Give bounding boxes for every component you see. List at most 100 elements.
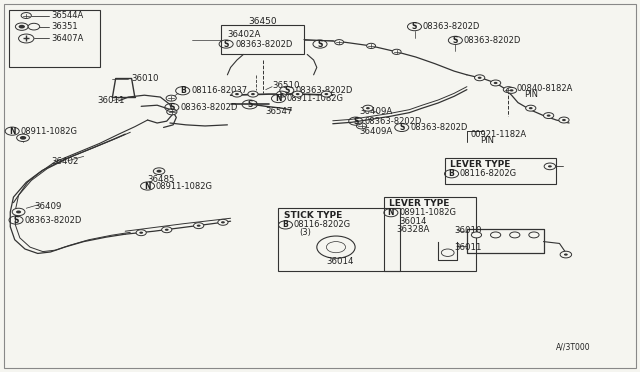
Circle shape — [477, 77, 481, 79]
Circle shape — [564, 253, 568, 256]
Circle shape — [196, 225, 200, 227]
Text: (3): (3) — [299, 228, 311, 237]
Circle shape — [529, 232, 539, 238]
Text: S: S — [284, 86, 289, 95]
Bar — [278, 208, 400, 271]
Text: 08911-1082G: 08911-1082G — [287, 94, 344, 103]
Text: A//3T000: A//3T000 — [556, 343, 591, 352]
Text: 36014: 36014 — [326, 257, 354, 266]
Text: 08363-8202D: 08363-8202D — [295, 86, 353, 95]
Text: 36450: 36450 — [248, 17, 277, 26]
Circle shape — [509, 232, 520, 238]
Circle shape — [296, 93, 300, 95]
Text: 36010: 36010 — [454, 226, 482, 235]
Circle shape — [366, 107, 370, 109]
Text: 36510: 36510 — [272, 81, 300, 90]
Text: 36409: 36409 — [34, 202, 61, 211]
Text: 08363-8202D: 08363-8202D — [464, 36, 521, 45]
Circle shape — [442, 249, 454, 256]
Circle shape — [544, 163, 556, 170]
Circle shape — [356, 123, 367, 129]
Circle shape — [363, 105, 373, 111]
Circle shape — [16, 211, 21, 214]
Text: N: N — [9, 126, 15, 136]
Text: S: S — [399, 123, 404, 132]
Circle shape — [19, 34, 34, 43]
Circle shape — [490, 232, 500, 238]
Circle shape — [154, 168, 165, 174]
Text: S: S — [169, 103, 175, 112]
Text: S: S — [412, 22, 417, 31]
Circle shape — [248, 91, 258, 97]
Text: B: B — [449, 169, 454, 178]
Text: 08116-8202G: 08116-8202G — [460, 169, 517, 178]
Circle shape — [335, 39, 344, 45]
Text: 36328A: 36328A — [397, 225, 430, 234]
Text: 36402A: 36402A — [227, 30, 260, 39]
Circle shape — [392, 49, 401, 54]
Circle shape — [560, 251, 572, 258]
Text: 08911-1082G: 08911-1082G — [20, 126, 77, 136]
Bar — [445, 158, 556, 184]
Circle shape — [218, 219, 228, 225]
Circle shape — [559, 117, 569, 123]
Circle shape — [165, 229, 169, 231]
Text: 36485: 36485 — [148, 175, 175, 184]
Text: 08911-1082G: 08911-1082G — [399, 208, 456, 217]
Text: N: N — [388, 208, 394, 217]
Circle shape — [317, 236, 355, 258]
Text: 00921-1182A: 00921-1182A — [470, 130, 526, 140]
Bar — [221, 25, 304, 54]
Circle shape — [232, 91, 242, 97]
Text: 08116-8202G: 08116-8202G — [294, 221, 351, 230]
Circle shape — [276, 91, 287, 97]
Circle shape — [20, 136, 26, 140]
Circle shape — [503, 87, 513, 93]
Text: B: B — [283, 221, 289, 230]
Text: 00840-8182A: 00840-8182A — [516, 84, 573, 93]
Circle shape — [162, 227, 172, 233]
Circle shape — [506, 87, 516, 93]
Circle shape — [251, 93, 255, 95]
Text: PIN: PIN — [524, 90, 538, 99]
Text: 36010: 36010 — [132, 74, 159, 83]
Text: 08911-1082G: 08911-1082G — [156, 182, 213, 190]
Text: 08363-8202D: 08363-8202D — [410, 123, 467, 132]
Circle shape — [19, 25, 25, 29]
Circle shape — [474, 75, 484, 81]
Text: N: N — [145, 182, 151, 190]
Circle shape — [525, 105, 536, 111]
Circle shape — [548, 165, 552, 167]
Circle shape — [15, 23, 28, 31]
Text: B: B — [180, 86, 186, 95]
Bar — [384, 197, 476, 271]
Text: 08363-8202D: 08363-8202D — [24, 216, 82, 225]
Circle shape — [193, 223, 204, 229]
Circle shape — [490, 80, 500, 86]
Circle shape — [471, 232, 481, 238]
Text: 08363-8202D: 08363-8202D — [235, 39, 292, 49]
Text: S: S — [13, 216, 19, 225]
Text: S: S — [452, 36, 458, 45]
Circle shape — [292, 91, 303, 97]
Circle shape — [324, 93, 328, 95]
Text: 36409A: 36409A — [360, 126, 393, 136]
Text: S: S — [317, 39, 323, 49]
Text: 08363-8202D: 08363-8202D — [364, 117, 421, 126]
Circle shape — [321, 91, 332, 97]
Circle shape — [167, 109, 177, 115]
Text: 36547: 36547 — [266, 108, 293, 116]
Circle shape — [21, 13, 31, 19]
Circle shape — [543, 113, 554, 119]
Circle shape — [235, 93, 239, 95]
Circle shape — [28, 23, 40, 30]
Circle shape — [509, 89, 513, 92]
Circle shape — [12, 208, 25, 216]
Text: PIN: PIN — [479, 136, 493, 145]
Text: N: N — [275, 94, 282, 103]
Text: 08363-8202D: 08363-8202D — [180, 103, 237, 112]
Circle shape — [326, 241, 346, 253]
Text: 08363-8202D: 08363-8202D — [423, 22, 480, 31]
Text: 36351: 36351 — [52, 22, 79, 31]
Circle shape — [529, 107, 532, 109]
